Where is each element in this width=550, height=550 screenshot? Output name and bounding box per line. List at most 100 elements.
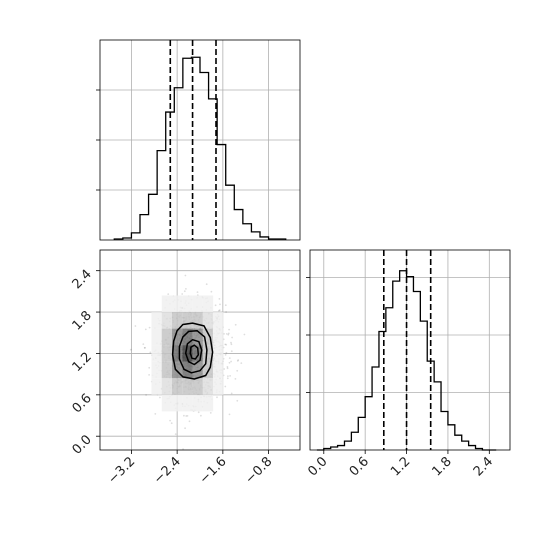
joint-density-cell <box>202 378 214 395</box>
joint-scatter-point <box>223 368 226 370</box>
joint-panel: −3.2 −2.4 −1.6 −0.8 0.0 0.6 1.2 1.8 2.4 <box>70 249 301 487</box>
joint-density-cell <box>202 345 214 362</box>
joint-density-cell <box>213 312 224 329</box>
joint-density-cell <box>172 345 183 362</box>
joint-scatter-point <box>228 361 231 364</box>
joint-scatter-point <box>214 304 217 307</box>
joint-density-cell <box>172 394 183 412</box>
joint-scatter-point <box>188 420 191 423</box>
joint-scatter-point <box>219 303 221 306</box>
joint-scatter-point <box>142 343 145 345</box>
joint-frame <box>99 249 301 451</box>
joint-scatter-point <box>148 366 151 369</box>
joint-scatter-point <box>184 274 187 277</box>
hist-y-grid <box>310 250 510 450</box>
joint-scatter-point <box>225 343 228 346</box>
joint-density-cell <box>151 312 162 329</box>
joint-xtick-label: −1.6 <box>197 454 230 487</box>
joint-density-cell <box>151 378 162 395</box>
joint-density-cell <box>202 394 214 412</box>
hist-y-xtick-label: 2.4 <box>471 454 496 479</box>
joint-density-cell <box>161 312 172 329</box>
joint-density-cell <box>182 394 193 412</box>
hist-y-xtick-label: 0.0 <box>305 454 330 479</box>
hist-x-grid <box>100 40 300 240</box>
joint-scatter-point <box>226 367 229 370</box>
joint-ytick-label: 1.8 <box>70 308 95 333</box>
joint-density-cell <box>202 295 214 313</box>
joint-scatter-point <box>226 377 229 380</box>
joint-density-cell <box>192 361 203 379</box>
joint-scatter-point <box>134 325 137 327</box>
joint-scatter-point <box>234 323 237 326</box>
joint-xticks: −3.2 −2.4 −1.6 −0.8 <box>105 450 275 487</box>
hist-x-step <box>113 56 287 240</box>
joint-scatter-point <box>228 413 231 416</box>
joint-scatter-point <box>196 291 199 293</box>
joint-xtick-label: −2.4 <box>151 454 184 487</box>
joint-scatter-point <box>143 347 146 349</box>
hist-y-xticks: 0.0 0.6 1.2 1.8 2.4 <box>305 450 496 479</box>
hist-y-xtick-label: 1.2 <box>388 454 413 479</box>
hist-x-yticks <box>96 89 100 191</box>
joint-scatter-point <box>183 290 186 293</box>
joint-scatter-point <box>210 290 213 293</box>
joint-density-cell <box>172 378 183 395</box>
joint-scatter-point <box>225 311 228 313</box>
hist-y-xtick-label: 1.8 <box>430 454 455 479</box>
joint-density-cell <box>192 394 203 412</box>
joint-density-cell <box>151 361 162 379</box>
joint-scatter-point <box>228 357 231 359</box>
joint-ytick-label: 0.0 <box>70 432 95 457</box>
joint-density-cell <box>192 378 203 395</box>
joint-density-cell <box>151 345 162 362</box>
joint-scatter-point <box>225 351 228 354</box>
joint-contour <box>189 344 200 360</box>
joint-scatter-point <box>230 392 233 395</box>
joint-scatter-point <box>148 374 151 376</box>
joint-scatter-point <box>129 348 132 351</box>
joint-scatter-point <box>223 333 225 335</box>
joint-scatter-point <box>224 354 227 356</box>
joint-scatter-point <box>167 293 170 295</box>
joint-scatter-point <box>229 375 232 377</box>
joint-contour <box>171 322 214 380</box>
joint-ytick-label: 0.6 <box>70 391 95 416</box>
joint-ytick-label: 2.4 <box>70 267 95 292</box>
joint-density-cell <box>213 361 224 379</box>
joint-density-cell <box>161 328 172 346</box>
joint-scatter-point <box>170 422 173 425</box>
joint-scatter-point <box>224 304 227 307</box>
joint-density-cell <box>161 378 172 395</box>
joint-scatter-point <box>230 341 232 344</box>
joint-density-cell <box>151 328 162 346</box>
hist-y-frame <box>309 249 511 451</box>
joint-density-cell <box>161 295 172 313</box>
joint-xtick-label: −3.2 <box>105 454 138 487</box>
joint-scatter-point <box>236 360 239 362</box>
joint-scatter-point <box>169 419 172 422</box>
joint-scatter-point <box>209 412 212 414</box>
joint-scatter-point <box>226 366 229 368</box>
joint-scatter-point <box>181 293 184 295</box>
joint-density-cell <box>182 328 193 346</box>
joint-scatter-point <box>185 288 187 290</box>
joint-scatter-point <box>230 343 233 346</box>
joint-scatter-point <box>230 360 233 363</box>
joint-scatter-point <box>236 399 239 402</box>
joint-scatter-point <box>149 351 152 354</box>
hist-y-yticks <box>306 277 310 393</box>
joint-density-cell <box>192 312 203 329</box>
joint-density-cell <box>182 312 193 329</box>
hist-x-frame <box>99 39 301 241</box>
joint-scatter-point <box>145 394 148 396</box>
joint-scatter-point <box>227 333 230 336</box>
joint-scatter-point <box>231 336 234 339</box>
joint-density-cell <box>192 295 203 313</box>
hist-y-panel: 0.0 0.6 1.2 1.8 2.4 <box>305 249 511 479</box>
joint-yticks: 0.0 0.6 1.2 1.8 2.4 <box>70 267 100 458</box>
joint-scatter-point <box>148 326 151 329</box>
joint-density-cell <box>202 328 214 346</box>
joint-scatter-point <box>230 350 233 353</box>
